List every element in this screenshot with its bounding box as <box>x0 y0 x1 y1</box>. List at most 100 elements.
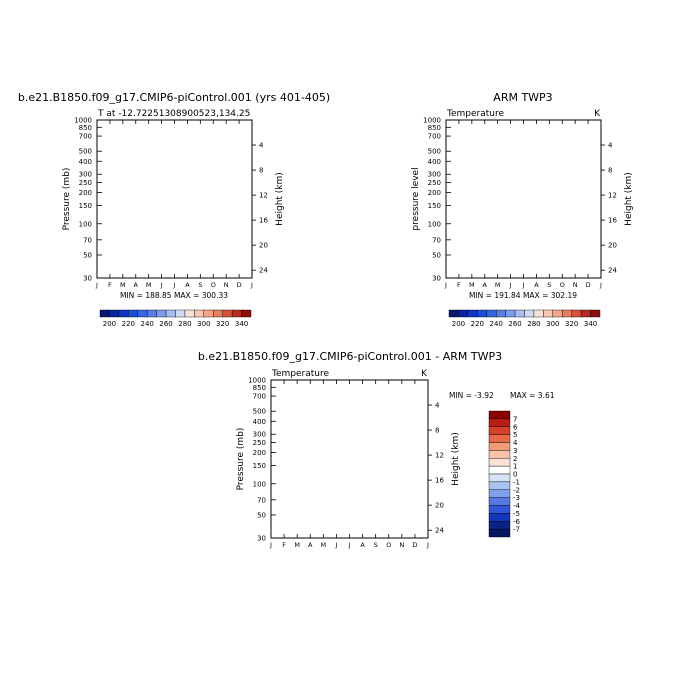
colorbar-swatch <box>505 309 516 318</box>
x-tick-label: M <box>120 281 126 289</box>
x-tick-label: A <box>483 281 488 289</box>
colorbar-label: 200 <box>103 320 116 328</box>
y-tick-label: 150 <box>253 462 266 470</box>
colorbar-label: 300 <box>546 320 559 328</box>
colorbar-swatch <box>137 309 148 318</box>
colorbar-swatch <box>477 309 487 318</box>
chart-subtitle: Temperature <box>271 369 329 379</box>
x-tick-label: O <box>386 541 391 549</box>
y-axis-label-right: Height (km) <box>624 172 634 226</box>
colorbar-swatch <box>241 309 252 318</box>
x-tick-label: A <box>360 541 365 549</box>
colorbar-label: 220 <box>471 320 484 328</box>
y-tick-label: 70 <box>432 236 441 244</box>
y-tick-label: 50 <box>257 511 266 519</box>
x-tick-label: S <box>374 541 378 549</box>
colorbar-label: 200 <box>452 320 465 328</box>
x-tick-label: M <box>294 541 300 549</box>
colorbar-swatch <box>571 309 582 318</box>
right-tick-label: 24 <box>259 267 268 275</box>
colorbar-label: 300 <box>197 320 210 328</box>
x-tick-label: M <box>495 281 501 289</box>
right-tick-label: 20 <box>259 242 268 250</box>
y-tick-label: 400 <box>253 418 266 426</box>
y-tick-label: 500 <box>428 148 441 156</box>
x-tick-label: J <box>509 281 512 289</box>
y-tick-label: 500 <box>253 408 266 416</box>
y-tick-label: 200 <box>428 189 441 197</box>
stats-label: MIN = 191.84 MAX = 302.19 <box>469 291 577 300</box>
plot-frame <box>445 119 602 279</box>
colorbar-swatch <box>118 309 129 318</box>
y-axis-label: Pressure (mb) <box>62 168 72 231</box>
x-tick-label: A <box>185 281 190 289</box>
chart-subtitle: T at -12.72251308900523,134.25 <box>97 109 250 119</box>
y-tick-label: 150 <box>79 202 92 210</box>
right-tick-label: 8 <box>435 427 439 435</box>
y-tick-label: 150 <box>428 202 441 210</box>
x-tick-label: N <box>573 281 578 289</box>
right-tick-label: 4 <box>435 402 440 410</box>
chart-title: b.e21.B1850.f09_g17.CMIP6-piControl.001 … <box>198 350 502 363</box>
x-tick-label: O <box>560 281 565 289</box>
y-tick-label: 400 <box>428 158 441 166</box>
right-tick-label: 24 <box>435 527 444 535</box>
right-tick-label: 24 <box>608 267 617 275</box>
x-tick-label: F <box>108 281 112 289</box>
y-tick-label: 700 <box>428 133 441 141</box>
y-tick-label: 30 <box>257 535 266 543</box>
x-tick-label: D <box>412 541 417 549</box>
chart-subtitle: Temperature <box>446 109 504 119</box>
y-axis-label: pressure level <box>411 167 421 230</box>
colorbar-label: 260 <box>159 320 172 328</box>
colorbar-swatch <box>222 309 233 318</box>
colorbar-swatch <box>231 309 242 318</box>
colorbar-swatch <box>194 309 205 318</box>
x-tick-label: D <box>237 281 242 289</box>
colorbar-swatch <box>203 309 214 318</box>
colorbar-swatch <box>524 309 535 318</box>
y-tick-label: 250 <box>79 179 92 187</box>
x-tick-label: J <box>160 281 163 289</box>
colorbar-swatch <box>156 309 167 318</box>
colorbar-swatch <box>543 309 554 318</box>
x-tick-label: A <box>534 281 539 289</box>
x-tick-label: F <box>457 281 461 289</box>
chart-title: ARM TWP3 <box>493 91 552 104</box>
x-tick-label: M <box>321 541 327 549</box>
y-tick-label: 200 <box>79 189 92 197</box>
y-tick-label: 100 <box>428 220 441 228</box>
y-tick-label: 700 <box>79 133 92 141</box>
right-tick-label: 12 <box>259 192 268 200</box>
y-tick-label: 30 <box>432 275 441 283</box>
y-tick-label: 70 <box>257 496 266 504</box>
colorbar-label: 320 <box>216 320 229 328</box>
x-tick-label: J <box>250 281 253 289</box>
right-tick-label: 16 <box>435 477 444 485</box>
right-tick-label: 4 <box>259 142 264 150</box>
colorbar-swatch <box>467 309 478 318</box>
y-tick-label: 100 <box>79 220 92 228</box>
colorbar-swatch <box>146 309 157 318</box>
chart-title: b.e21.B1850.f09_g17.CMIP6-piControl.001 … <box>18 91 330 104</box>
y-axis-label-right: Height (km) <box>275 172 285 226</box>
y-tick-label: 850 <box>253 384 266 392</box>
colorbar-swatch <box>184 309 195 318</box>
x-tick-label: S <box>547 281 551 289</box>
y-tick-label: 500 <box>79 148 92 156</box>
colorbar-label: 260 <box>508 320 521 328</box>
right-tick-label: 4 <box>608 142 613 150</box>
x-tick-label: J <box>522 281 525 289</box>
colorbar-swatch <box>590 309 601 318</box>
colorbar-label: 320 <box>565 320 578 328</box>
y-tick-label: 30 <box>83 275 92 283</box>
colorbar-swatch <box>562 309 572 318</box>
y-tick-label: 300 <box>79 171 92 179</box>
y-tick-label: 50 <box>83 251 92 259</box>
y-tick-label: 50 <box>432 251 441 259</box>
y-tick-label: 200 <box>253 449 266 457</box>
x-tick-label: J <box>269 541 272 549</box>
stats-label: MIN = 188.85 MAX = 300.33 <box>120 291 228 300</box>
colorbar-label: 240 <box>490 320 503 328</box>
x-tick-label: M <box>146 281 152 289</box>
